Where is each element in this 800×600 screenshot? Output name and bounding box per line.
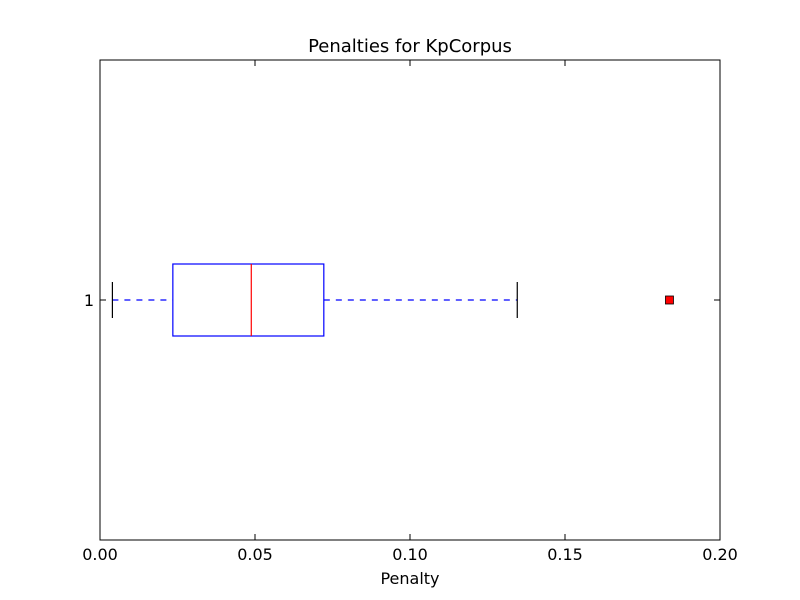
boxplot-marks bbox=[111, 263, 674, 337]
x-tick-label: 0.00 bbox=[82, 545, 118, 564]
outlier-point bbox=[665, 295, 674, 305]
y-axis-ticks: 1 bbox=[84, 291, 720, 310]
x-axis-ticks: 0.00 0.05 0.10 0.15 0.20 bbox=[82, 60, 738, 564]
iqr-box bbox=[172, 263, 325, 337]
y-tick-label: 1 bbox=[84, 291, 94, 310]
x-tick-label: 0.15 bbox=[547, 545, 583, 564]
x-tick-label: 0.20 bbox=[702, 545, 738, 564]
x-axis-label: Penalty bbox=[380, 569, 439, 588]
chart-title: Penalties for KpCorpus bbox=[308, 36, 512, 57]
x-tick-label: 0.05 bbox=[237, 545, 273, 564]
x-tick-label: 0.10 bbox=[392, 545, 428, 564]
